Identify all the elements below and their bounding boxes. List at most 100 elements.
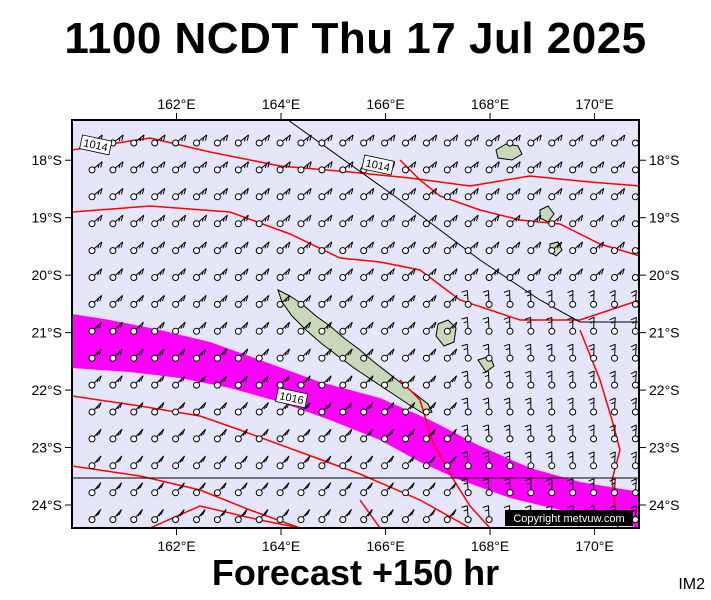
wind-barb (213, 134, 229, 147)
wind-barb (297, 348, 311, 362)
wind-barb (402, 348, 416, 362)
wind-barb (503, 397, 514, 416)
wind-barb (318, 241, 333, 255)
wind-barb (360, 295, 374, 308)
wind-barb (130, 455, 144, 470)
wind-barb (297, 509, 311, 524)
wind-barb (506, 241, 521, 255)
wind-barb (109, 188, 124, 201)
wind-barb (255, 455, 269, 470)
wind-barb (172, 348, 186, 362)
wind-barb (255, 321, 270, 335)
wind-barb (234, 375, 249, 389)
wind-barb (443, 375, 458, 389)
wind-barb (506, 161, 521, 174)
wind-barb (88, 348, 102, 362)
wind-barb (297, 375, 311, 389)
wind-barb (443, 402, 457, 416)
lat-tick-label-right: 20°S (649, 267, 680, 283)
wind-barb (422, 509, 436, 524)
wind-barb (546, 424, 556, 443)
wind-barb (482, 289, 493, 308)
wind-barb (527, 134, 542, 147)
wind-barb (234, 482, 248, 497)
wind-barb (569, 134, 584, 147)
wind-barb (255, 295, 270, 308)
wind-barb (130, 268, 145, 281)
wind-barb (213, 241, 228, 255)
wind-barb (422, 295, 437, 308)
wind-barb (569, 188, 584, 201)
wind-barb (482, 397, 493, 416)
wind-barb (297, 214, 312, 228)
wind-barb (109, 161, 124, 174)
wind-barb (276, 428, 290, 443)
wind-barb (482, 370, 493, 389)
wind-barb (234, 161, 249, 174)
wind-barb (151, 321, 165, 335)
wind-barb (213, 509, 227, 524)
wind-barb (151, 509, 164, 524)
wind-barb (609, 289, 618, 308)
wind-barb (443, 295, 458, 308)
wind-barb (109, 348, 123, 362)
wind-barb (234, 134, 250, 147)
wind-barb (485, 188, 500, 201)
wind-barb (485, 268, 500, 281)
wind-barb (567, 316, 577, 335)
wind-barb (527, 161, 542, 174)
wind-barb (276, 509, 290, 524)
lon-tick-label-bottom: 164°E (262, 538, 300, 554)
wind-barb (461, 505, 472, 524)
wind-barb (485, 134, 500, 147)
lon-tick-label-top: 170°E (575, 96, 613, 112)
wind-barb (503, 316, 514, 335)
wind-barb (611, 161, 626, 174)
wind-barb (381, 509, 394, 524)
wind-barb (193, 375, 207, 389)
lon-tick-label-top: 164°E (262, 96, 300, 112)
wind-barb (527, 241, 542, 255)
wind-barb (88, 321, 103, 335)
wind-barb (611, 241, 625, 255)
wind-barb (402, 268, 416, 281)
wind-barb (88, 455, 102, 470)
wind-barb (339, 188, 354, 201)
wind-barb (422, 321, 437, 335)
wind-barb (339, 295, 353, 308)
wind-barb (297, 134, 312, 147)
wind-barb (130, 482, 144, 497)
wind-barb (588, 424, 598, 443)
wind-barb (255, 375, 269, 389)
wind-barb (151, 214, 166, 228)
wind-barb (503, 370, 514, 389)
wind-barb (193, 321, 207, 335)
wind-barb (151, 241, 166, 255)
wind-barb (422, 482, 436, 497)
lon-tick-label-top: 162°E (157, 96, 195, 112)
wind-barb (443, 134, 459, 147)
wind-barb (88, 402, 102, 416)
wind-barb (318, 321, 332, 335)
wind-barb (255, 428, 269, 443)
wind-barb (461, 343, 472, 362)
wind-barb (255, 348, 270, 362)
wind-barb (88, 428, 102, 443)
wind-barb (193, 134, 208, 147)
wind-barb (130, 321, 144, 335)
wind-barb (339, 348, 353, 362)
wind-barb (339, 509, 352, 524)
wind-barb (524, 289, 535, 308)
wind-barb (443, 214, 458, 228)
wind-barb (193, 402, 207, 416)
wind-barb (234, 241, 249, 255)
wind-barb (151, 428, 165, 443)
wind-barb (255, 482, 269, 497)
wind-barb (590, 268, 604, 281)
lon-tick-label-bottom: 168°E (471, 538, 509, 554)
wind-barb (464, 214, 479, 228)
wind-barb (276, 455, 290, 470)
wind-barb (88, 188, 103, 201)
wind-barb (130, 214, 145, 228)
